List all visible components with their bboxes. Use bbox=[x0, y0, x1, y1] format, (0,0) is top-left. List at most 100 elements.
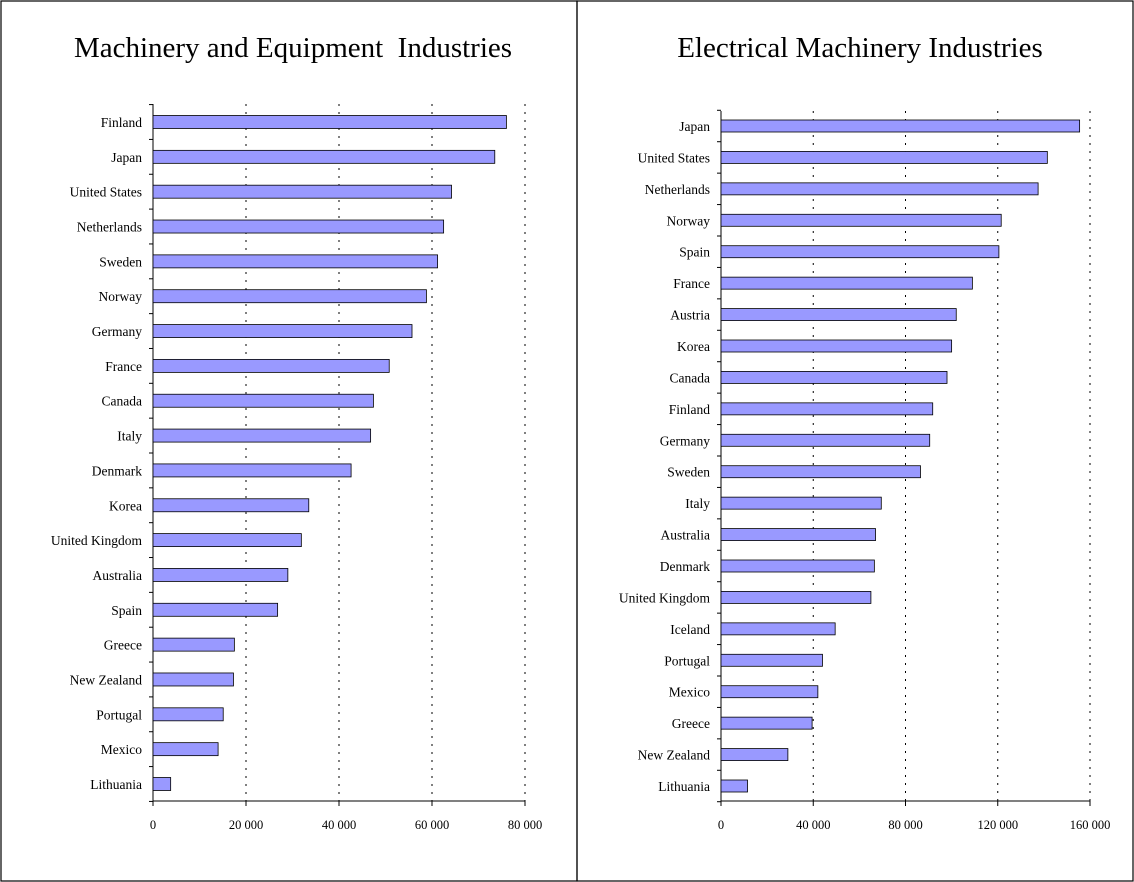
left-bar-sweden bbox=[152, 254, 438, 269]
right-category-label: Japan bbox=[679, 119, 710, 134]
left-bar-japan bbox=[152, 149, 496, 164]
left-category-label: Italy bbox=[117, 429, 142, 444]
left-category-label: Norway bbox=[99, 289, 143, 304]
left-bar-lithuania bbox=[152, 777, 172, 791]
right-category-label: Portugal bbox=[664, 653, 710, 668]
right-category-label: Denmark bbox=[660, 559, 710, 574]
left-category-label: Australia bbox=[93, 568, 143, 583]
left-category-label: Spain bbox=[111, 603, 142, 618]
right-bar-sweden bbox=[720, 465, 921, 479]
right-category-label: Netherlands bbox=[645, 182, 710, 197]
right-chart-title: Electrical Machinery Industries bbox=[677, 32, 1043, 64]
right-bar-greece bbox=[720, 716, 813, 730]
right-category-label: Iceland bbox=[670, 622, 710, 637]
right-category-label: Mexico bbox=[669, 685, 710, 700]
left-category-label: Denmark bbox=[92, 463, 142, 478]
left-bar-korea bbox=[152, 498, 310, 513]
right-bar-portugal bbox=[720, 653, 823, 667]
left-category-label: Lithuania bbox=[90, 777, 142, 792]
right-bar-germany bbox=[720, 433, 931, 447]
left-bar-netherlands bbox=[152, 219, 445, 234]
left-bar-chart: 0 20 000 40 000 60 000 80 000 Finland Japan Uni… bbox=[51, 104, 542, 832]
left-category-label: Canada bbox=[102, 394, 142, 409]
right-category-label: Sweden bbox=[667, 465, 710, 480]
left-bar-portugal bbox=[152, 707, 224, 722]
right-bar-finland bbox=[720, 402, 934, 416]
right-category-label: Spain bbox=[679, 245, 710, 260]
left-category-label: Korea bbox=[109, 498, 142, 513]
right-bar-canada bbox=[720, 371, 948, 384]
right-bar-iceland bbox=[720, 622, 836, 636]
right-category-label: Austria bbox=[670, 308, 710, 323]
right-category-label: United Kingdom bbox=[619, 590, 711, 605]
right-bar-korea bbox=[720, 339, 953, 353]
left-category-label: Germany bbox=[92, 324, 142, 339]
left-category-label: United States bbox=[70, 185, 142, 200]
right-category-label: Korea bbox=[677, 339, 710, 354]
left-category-label: Japan bbox=[111, 150, 142, 165]
right-bar-denmark bbox=[720, 559, 875, 573]
left-bar-france bbox=[152, 358, 390, 373]
right-category-label: Greece bbox=[672, 716, 710, 731]
right-bar-mexico bbox=[720, 685, 819, 699]
right-bar-norway bbox=[720, 213, 1002, 227]
right-bar-chart: 0 40 000 80 000 120 000 160 000 Japan United S… bbox=[619, 109, 1111, 832]
right-x-tick-label: 120 000 bbox=[977, 818, 1018, 832]
left-bar-norway bbox=[152, 289, 427, 304]
left-bar-greece bbox=[152, 637, 235, 652]
right-category-label: Italy bbox=[685, 496, 710, 511]
left-bar-united-kingdom bbox=[152, 533, 302, 548]
right-category-label: United States bbox=[638, 150, 710, 165]
right-bar-netherlands bbox=[720, 182, 1039, 196]
right-category-label: Norway bbox=[667, 213, 711, 228]
left-bar-mexico bbox=[152, 742, 219, 757]
left-bar-australia bbox=[152, 568, 289, 582]
left-bar-spain bbox=[152, 602, 279, 617]
right-category-label: Germany bbox=[660, 433, 710, 448]
left-x-tick-label: 60 000 bbox=[415, 818, 449, 832]
right-bar-france bbox=[720, 276, 973, 290]
left-category-label: Greece bbox=[104, 638, 142, 653]
right-x-tick-label: 40 000 bbox=[796, 818, 830, 832]
left-x-tick-label: 80 000 bbox=[508, 818, 542, 832]
right-bar-united-kingdom bbox=[720, 591, 872, 604]
left-category-label: Netherlands bbox=[77, 220, 142, 235]
right-category-label: Lithuania bbox=[658, 779, 710, 794]
left-category-label: Portugal bbox=[96, 707, 142, 722]
right-bar-japan bbox=[720, 119, 1081, 133]
right-category-label: New Zealand bbox=[638, 748, 711, 763]
right-bar-united-states bbox=[720, 151, 1048, 164]
right-bar-australia bbox=[720, 528, 876, 541]
left-category-label: Mexico bbox=[101, 742, 142, 757]
left-category-label: Finland bbox=[101, 115, 143, 130]
right-bar-new-zealand bbox=[720, 748, 789, 761]
left-bar-italy bbox=[152, 428, 372, 443]
left-bar-united-states bbox=[152, 184, 452, 199]
right-category-label: Finland bbox=[669, 402, 711, 417]
left-x-tick-label: 20 000 bbox=[229, 818, 263, 832]
left-x-tick-label: 0 bbox=[150, 818, 156, 832]
left-bar-finland bbox=[152, 115, 507, 129]
right-category-label: Canada bbox=[670, 370, 710, 385]
right-panel-border bbox=[576, 0, 1134, 882]
right-x-tick-label: 160 000 bbox=[1070, 818, 1111, 832]
right-category-label: Australia bbox=[661, 528, 711, 543]
left-category-label: New Zealand bbox=[70, 672, 143, 687]
left-category-label: Sweden bbox=[99, 254, 142, 269]
right-bar-lithuania bbox=[720, 779, 748, 793]
right-bar-spain bbox=[720, 245, 1000, 259]
left-chart-title: Machinery and Equipment Industries bbox=[74, 32, 512, 64]
left-bar-denmark bbox=[152, 463, 352, 478]
left-category-label: France bbox=[105, 359, 142, 374]
left-bar-new-zealand bbox=[152, 672, 234, 687]
right-category-label: France bbox=[673, 276, 710, 291]
right-x-tick-label: 80 000 bbox=[888, 818, 922, 832]
left-bar-germany bbox=[152, 324, 413, 338]
right-bar-italy bbox=[720, 496, 882, 510]
right-bar-austria bbox=[720, 308, 957, 321]
right-x-tick-label: 0 bbox=[718, 818, 724, 832]
left-bar-canada bbox=[152, 393, 374, 408]
left-category-label: United Kingdom bbox=[51, 533, 143, 548]
left-x-tick-label: 40 000 bbox=[322, 818, 356, 832]
